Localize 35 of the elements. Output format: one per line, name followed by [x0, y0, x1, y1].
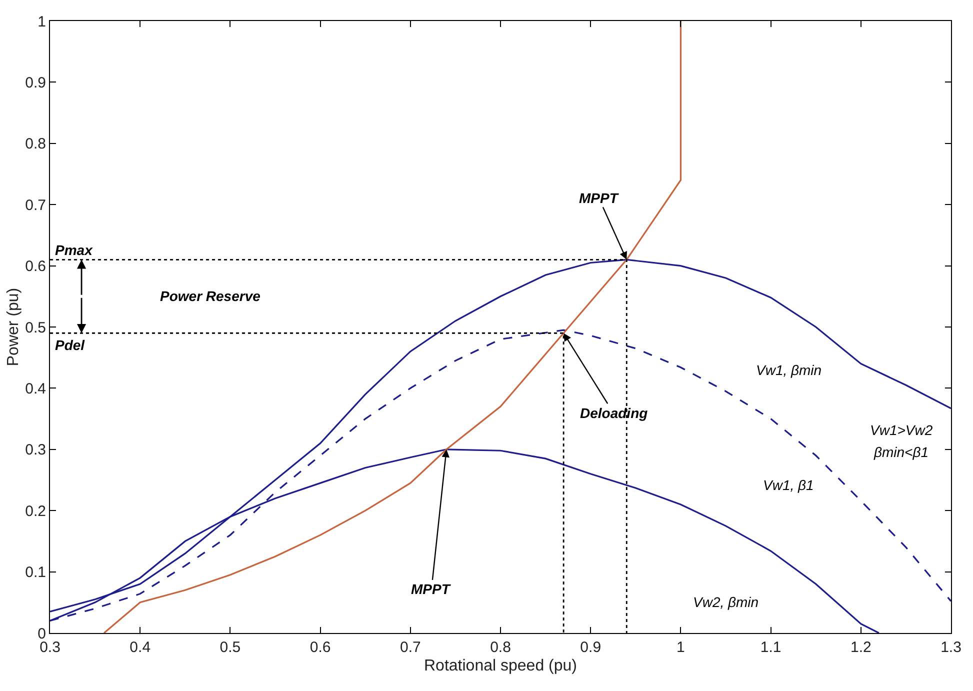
y-tick-label: 0.2 — [25, 502, 46, 520]
y-tick-label: 0.6 — [25, 258, 46, 276]
annotation: βmin<β1 — [873, 444, 929, 460]
x-tick-label: 0.7 — [400, 639, 421, 656]
y-tick-label: 0.3 — [25, 442, 46, 459]
x-tick-label: 1.2 — [850, 639, 872, 656]
x-tick-label: 1.1 — [760, 639, 782, 656]
annotation: Power Reserve — [160, 288, 261, 304]
annotation: Deloading — [580, 405, 648, 421]
x-tick-label: 0.5 — [220, 639, 241, 656]
annotation: Vw2, βmin — [693, 594, 759, 610]
line-series — [103, 21, 682, 633]
x-tick-label: 0.4 — [130, 639, 151, 656]
annotation: Pmax — [55, 242, 94, 258]
y-tick-label: 0.8 — [25, 136, 46, 153]
annotation: MPPT — [579, 190, 620, 206]
annotation: Vw1, βmin — [756, 362, 822, 378]
y-tick-label: 0.9 — [25, 74, 46, 92]
y-tick-label: 1 — [38, 13, 46, 30]
y-axis-title: Power (pu) — [5, 288, 22, 366]
y-tick-label: 0.5 — [25, 319, 46, 336]
x-axis-title: Rotational speed (pu) — [424, 658, 577, 675]
x-tick-label: 0.8 — [490, 639, 511, 656]
annotation: Vw1, β1 — [763, 477, 814, 493]
y-tick-label: 0 — [38, 625, 46, 642]
annotation: Vw1>Vw2 — [870, 422, 933, 438]
y-tick-label: 0.7 — [25, 196, 46, 214]
x-tick-label: 0.9 — [580, 639, 602, 656]
annotation: Pdel — [55, 337, 86, 353]
annotation: MPPT — [411, 581, 452, 597]
y-tick-label: 0.1 — [25, 564, 46, 582]
x-tick-label: 1.3 — [940, 639, 962, 656]
y-tick-label: 0.4 — [25, 380, 46, 398]
x-tick-label: 1 — [676, 639, 685, 656]
x-tick-label: 0.6 — [310, 639, 331, 656]
